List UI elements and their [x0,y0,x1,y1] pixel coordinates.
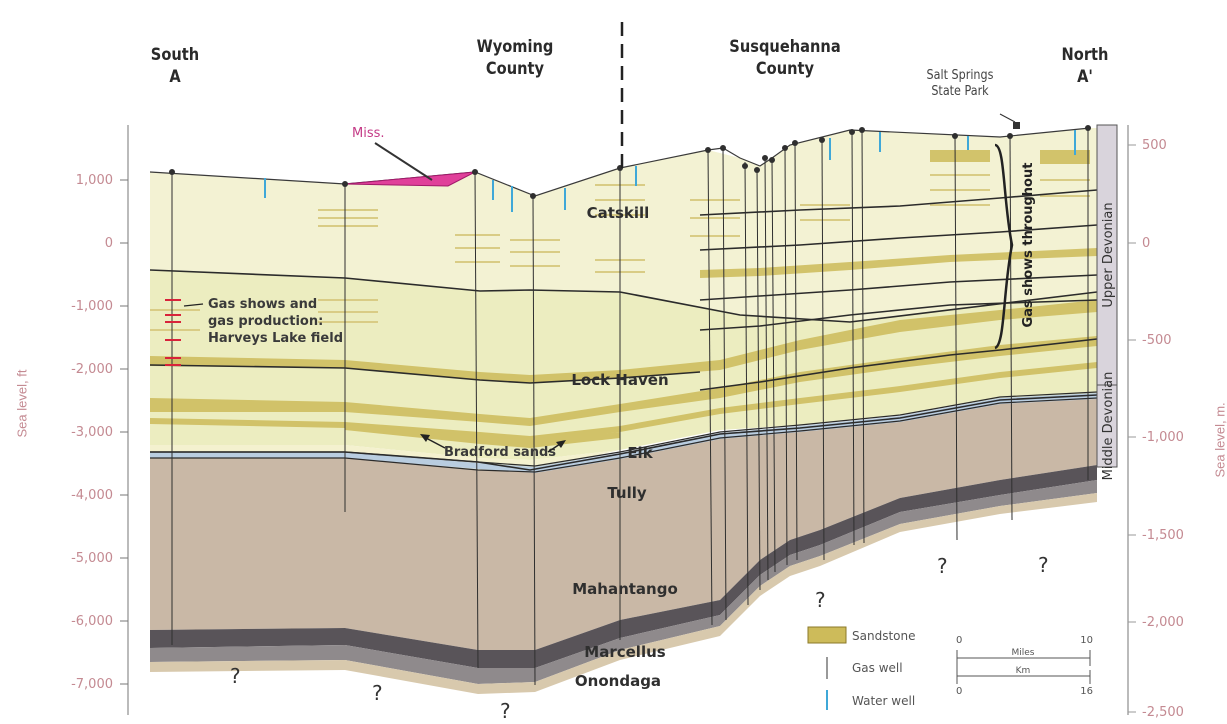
south-label: South [150,45,200,65]
gas-show-markers [165,299,181,366]
miss-label: Miss. [352,126,385,141]
km-label: Km [1016,666,1031,676]
elk-layer [150,395,1097,470]
susquehanna-county-header: Susquehanna County [712,36,858,80]
question-mark-3: ? [500,699,511,723]
tully-label: Tully [607,484,647,502]
ground-surface [150,127,1091,197]
catskill-label: Catskill [587,204,650,222]
left-tick-0: 0 [105,236,113,251]
left-tick-m2000: -2,000 [71,362,113,377]
onondaga-label: Onondaga [575,672,661,690]
tully-bed [150,393,1097,474]
question-mark-6: ? [1038,553,1049,577]
bradford-arrow-right [547,443,561,453]
left-tick-m7000: -7,000 [71,677,113,692]
question-mark-1: ? [230,664,241,688]
lock-haven-label: Lock Haven [571,371,668,389]
right-tick-m500: -500 [1142,333,1172,348]
upper-devonian-label: Upper Devonian [1101,202,1116,307]
left-tick-m5000: -5,000 [71,551,113,566]
salt-springs-label: Salt Springs State Park [904,68,1016,100]
left-tick-m1000: -1,000 [71,299,113,314]
wyoming-line-1: Wyoming [476,37,554,57]
bradford-sands-label: Bradford sands [444,445,556,460]
sandstone-streaks [150,174,1090,331]
scale-bar [956,650,1091,684]
mahantango-label: Mahantango [572,580,678,598]
legend-gas-well-label: Gas well [852,661,903,675]
north-header: North A' [1051,44,1120,88]
right-tick-0: 0 [1142,236,1150,251]
formation-boundaries [150,189,1097,471]
strata-group [150,125,1097,694]
question-mark-2: ? [372,681,383,705]
tully-base-line [150,397,1097,473]
right-axis: 500 0 -500 -1,000 -1,500 -2,000 -2,500 [1127,125,1184,720]
onondaga-fringe [150,493,1097,694]
middle-devonian-label: Middle Devonian [1101,372,1116,481]
right-tick-m2500: -2,500 [1142,705,1184,720]
miles-end: 10 [1080,635,1093,646]
left-tick-m4000: -4,000 [71,488,113,503]
gas-well-heads [169,125,1091,199]
bradford-arrow-left [425,437,446,449]
bradford-arrowhead-right [556,440,566,448]
age-bar: Upper Devonian Middle Devonian [1096,124,1118,481]
right-tick-m1500: -1,500 [1142,528,1184,543]
gas-throughout-brace [994,143,1014,350]
north-label: North [1061,45,1109,65]
right-tick-m2000: -2,000 [1142,615,1184,630]
unknown-marks: ? ? ? ? ? ? [230,553,1049,723]
salt-springs-line-1: Salt Springs [926,68,994,83]
gas-shows-leader [183,303,204,307]
legend: Sandstone Gas well Water well 0 10 Miles… [807,626,1093,710]
left-tick-m6000: -6,000 [71,614,113,629]
susquehanna-line-2: County [755,59,815,79]
point-a-prime-label: A' [1077,67,1093,87]
miss-wedge [344,171,476,187]
left-axis: 1,000 0 -1,000 -2,000 -3,000 -4,000 -5,0… [71,125,129,715]
gas-shows-line-2: gas production: [208,314,323,329]
marcellus-label: Marcellus [584,643,665,661]
sandstone-beds [150,150,1097,448]
wyoming-county-header: Wyoming County [459,36,571,80]
miles-start: 0 [956,635,962,646]
point-a-label: A [169,67,181,87]
left-tick-m3000: -3,000 [71,425,113,440]
right-tick-m1000: -1,000 [1142,430,1184,445]
mahantango-layer [150,398,1097,650]
gas-shows-line-3: Harveys Lake field [208,331,343,346]
south-header: South A [145,44,205,88]
salt-springs-marker [1013,122,1020,129]
water-wells [264,130,1076,212]
right-tick-500: 500 [1142,138,1167,153]
miss-leader [374,142,433,181]
gas-shows-line-1: Gas shows and [208,297,317,312]
question-mark-4: ? [815,588,826,612]
gas-wells [171,128,1089,686]
legend-water-well-label: Water well [852,694,915,708]
miles-label: Miles [1012,648,1035,658]
legend-sandstone-label: Sandstone [852,629,915,643]
elk-label: Elk [627,444,653,462]
wyoming-line-2: County [485,59,545,79]
catskill-layer [150,128,1097,322]
marcellus-layer [150,465,1097,668]
left-tick-1000: 1,000 [76,173,113,188]
salt-springs-line-2: State Park [931,84,989,99]
gas-shows-throughout-label: Gas shows throughout [1021,163,1036,328]
susquehanna-line-1: Susquehanna [729,37,841,57]
onondaga-layer [150,480,1097,684]
salt-springs-leader [999,113,1016,123]
legend-sandstone-swatch [807,626,847,644]
km-end: 16 [1080,686,1093,697]
bradford-arrowhead-left [420,434,430,442]
km-start: 0 [956,686,962,697]
question-mark-5: ? [937,554,948,578]
